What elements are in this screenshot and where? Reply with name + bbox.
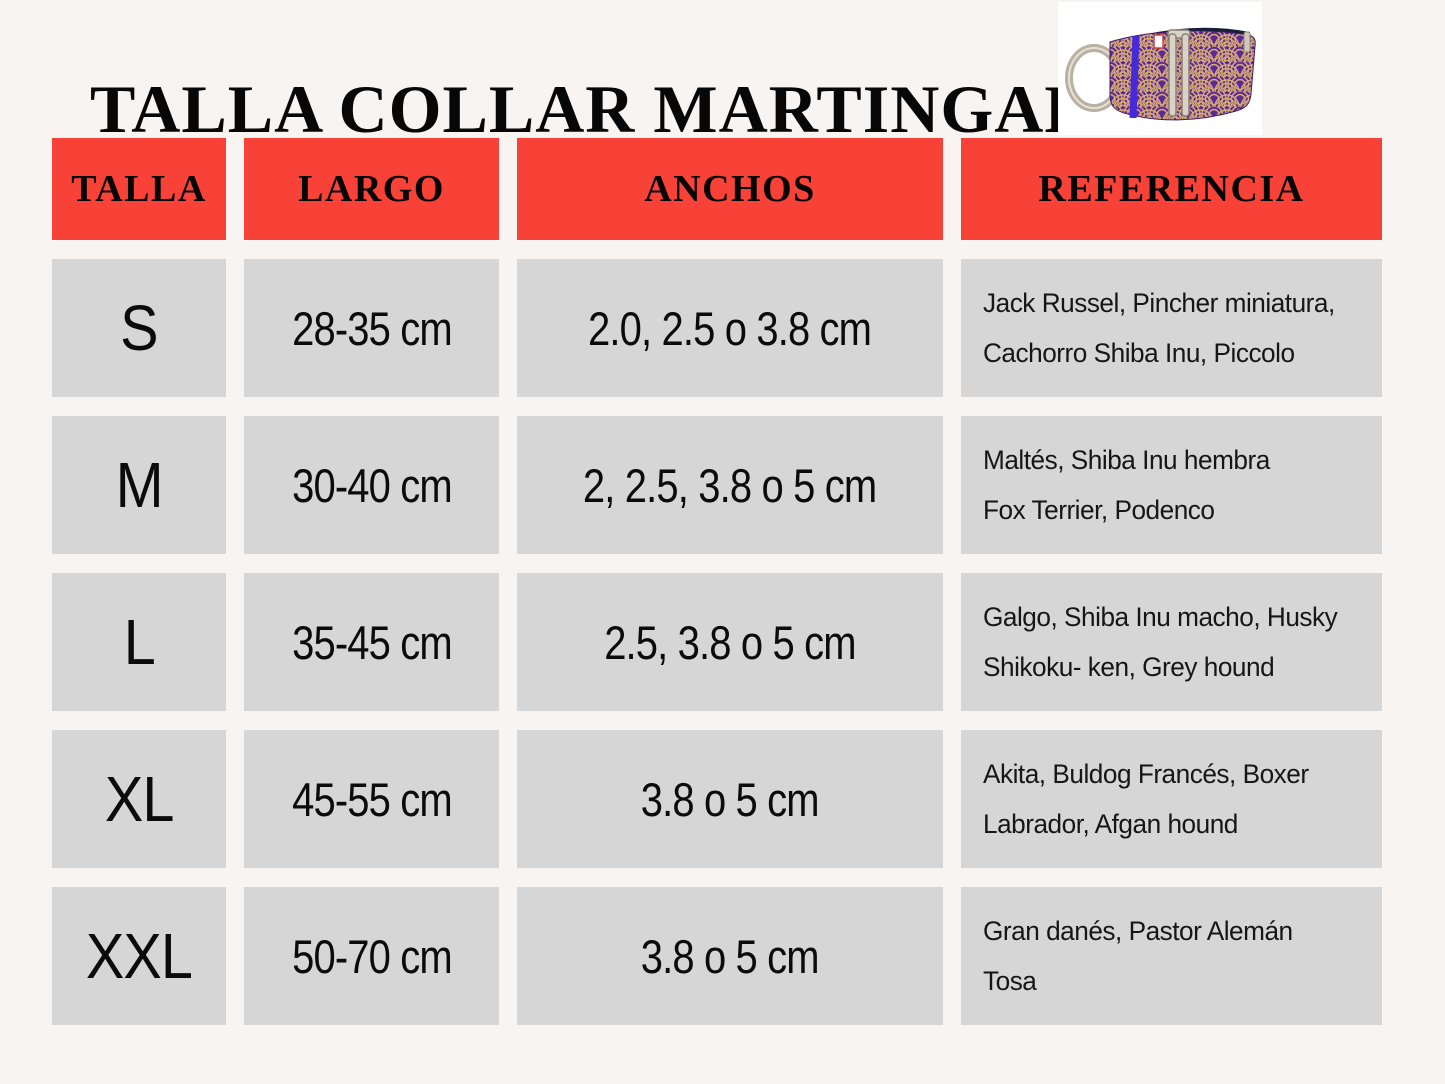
table-row-xxl-anchos: 3.8 o 5 cm xyxy=(517,887,943,1025)
table-row-xxl-referencia: Gran danés, Pastor Alemán Tosa xyxy=(961,887,1382,1025)
collar-blue-stripe xyxy=(1129,35,1140,119)
referencia-line: Galgo, Shiba Inu macho, Husky xyxy=(983,602,1338,632)
column-header-talla: TALLA xyxy=(52,138,226,240)
column-header-largo: LARGO xyxy=(244,138,499,240)
table-row-xl-anchos: 3.8 o 5 cm xyxy=(517,730,943,868)
size-table: TALLA LARGO ANCHOS REFERENCIA S 28-35 cm… xyxy=(52,138,1382,1025)
referencia-line: Gran danés, Pastor Alemán xyxy=(983,916,1293,946)
martingale-collar-photo xyxy=(1058,2,1262,135)
referencia-line: Tosa xyxy=(983,966,1037,996)
largo-value: 45-55 cm xyxy=(291,772,453,826)
anchos-value: 3.8 o 5 cm xyxy=(640,772,820,826)
size-value: M xyxy=(115,449,163,521)
largo-value: 28-35 cm xyxy=(291,301,453,355)
table-row-m-anchos: 2, 2.5, 3.8 o 5 cm xyxy=(517,416,943,554)
referencia-line: Labrador, Afgan hound xyxy=(983,809,1238,839)
referencia-line: Jack Russel, Pincher miniatura, xyxy=(983,288,1335,318)
table-row-l-talla: L xyxy=(52,573,226,711)
largo-value: 35-45 cm xyxy=(291,615,453,669)
table-row-xxl-talla: XXL xyxy=(52,887,226,1025)
collar-tag xyxy=(1153,34,1164,49)
collar-slide-hardware xyxy=(1167,29,1191,117)
table-row-m-largo: 30-40 cm xyxy=(244,416,499,554)
table-row-l-anchos: 2.5, 3.8 o 5 cm xyxy=(517,573,943,711)
referencia-line: Shikoku- ken, Grey hound xyxy=(983,652,1275,682)
collar-right-hardware xyxy=(1243,31,1251,53)
table-row-xl-talla: XL xyxy=(52,730,226,868)
table-row-xl-referencia: Akita, Buldog Francés, Boxer Labrador, A… xyxy=(961,730,1382,868)
referencia-line: Fox Terrier, Podenco xyxy=(983,495,1215,525)
table-row-s-talla: S xyxy=(52,259,226,397)
referencia-line: Maltés, Shiba Inu hembra xyxy=(983,445,1270,475)
table-row-xl-largo: 45-55 cm xyxy=(244,730,499,868)
table-row-s-referencia: Jack Russel, Pincher miniatura, Cachorro… xyxy=(961,259,1382,397)
referencia-line: Cachorro Shiba Inu, Piccolo xyxy=(983,338,1295,368)
size-value: L xyxy=(123,606,155,678)
anchos-value: 2.0, 2.5 o 3.8 cm xyxy=(588,301,872,355)
column-header-anchos: ANCHOS xyxy=(517,138,943,240)
table-row-l-largo: 35-45 cm xyxy=(244,573,499,711)
table-row-xxl-largo: 50-70 cm xyxy=(244,887,499,1025)
anchos-value: 3.8 o 5 cm xyxy=(640,929,820,983)
anchos-value: 2, 2.5, 3.8 o 5 cm xyxy=(583,458,877,512)
table-row-l-referencia: Galgo, Shiba Inu macho, Husky Shikoku- k… xyxy=(961,573,1382,711)
size-value: XXL xyxy=(85,920,193,992)
size-value: XL xyxy=(104,763,175,835)
table-row-s-anchos: 2.0, 2.5 o 3.8 cm xyxy=(517,259,943,397)
table-row-m-referencia: Maltés, Shiba Inu hembra Fox Terrier, Po… xyxy=(961,416,1382,554)
column-header-referencia: REFERENCIA xyxy=(961,138,1382,240)
table-row-s-largo: 28-35 cm xyxy=(244,259,499,397)
size-value: S xyxy=(120,292,158,364)
anchos-value: 2.5, 3.8 o 5 cm xyxy=(604,615,856,669)
page-title: TALLA COLLAR MARTINGALE xyxy=(90,70,1138,147)
table-row-m-talla: M xyxy=(52,416,226,554)
largo-value: 30-40 cm xyxy=(291,458,453,512)
referencia-line: Akita, Buldog Francés, Boxer xyxy=(983,759,1309,789)
largo-value: 50-70 cm xyxy=(291,929,453,983)
